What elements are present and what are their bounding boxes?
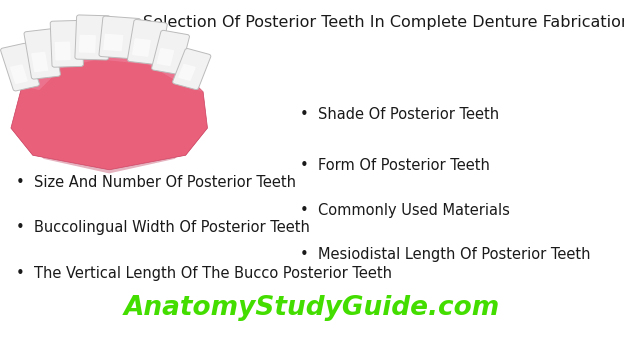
FancyBboxPatch shape bbox=[79, 35, 96, 53]
FancyBboxPatch shape bbox=[178, 64, 196, 81]
FancyBboxPatch shape bbox=[1, 43, 39, 91]
Text: •  Size And Number Of Posterior Teeth: • Size And Number Of Posterior Teeth bbox=[16, 175, 296, 190]
Text: •  Shade Of Posterior Teeth: • Shade Of Posterior Teeth bbox=[300, 107, 499, 122]
FancyBboxPatch shape bbox=[132, 38, 151, 57]
Text: •  Commonly Used Materials: • Commonly Used Materials bbox=[300, 203, 509, 218]
FancyBboxPatch shape bbox=[99, 16, 140, 59]
FancyBboxPatch shape bbox=[152, 30, 190, 74]
Polygon shape bbox=[11, 50, 207, 170]
FancyBboxPatch shape bbox=[75, 15, 110, 60]
FancyBboxPatch shape bbox=[103, 34, 124, 51]
FancyBboxPatch shape bbox=[10, 64, 27, 84]
FancyBboxPatch shape bbox=[24, 29, 61, 79]
Text: •  Buccolingual Width Of Posterior Teeth: • Buccolingual Width Of Posterior Teeth bbox=[16, 220, 310, 235]
FancyBboxPatch shape bbox=[55, 42, 71, 61]
FancyBboxPatch shape bbox=[127, 19, 167, 65]
Text: AnatomyStudyGuide.com: AnatomyStudyGuide.com bbox=[124, 295, 500, 321]
FancyBboxPatch shape bbox=[173, 49, 211, 90]
Polygon shape bbox=[11, 128, 207, 173]
FancyBboxPatch shape bbox=[51, 21, 84, 67]
Text: Selection Of Posterior Teeth In Complete Denture Fabrication: Selection Of Posterior Teeth In Complete… bbox=[143, 15, 624, 30]
Text: •  Mesiodistal Length Of Posterior Teeth: • Mesiodistal Length Of Posterior Teeth bbox=[300, 247, 590, 262]
Text: •  The Vertical Length Of The Bucco Posterior Teeth: • The Vertical Length Of The Bucco Poste… bbox=[16, 266, 392, 281]
Text: •  Form Of Posterior Teeth: • Form Of Posterior Teeth bbox=[300, 158, 489, 173]
FancyBboxPatch shape bbox=[31, 52, 48, 72]
FancyBboxPatch shape bbox=[157, 48, 174, 66]
Polygon shape bbox=[22, 50, 203, 92]
